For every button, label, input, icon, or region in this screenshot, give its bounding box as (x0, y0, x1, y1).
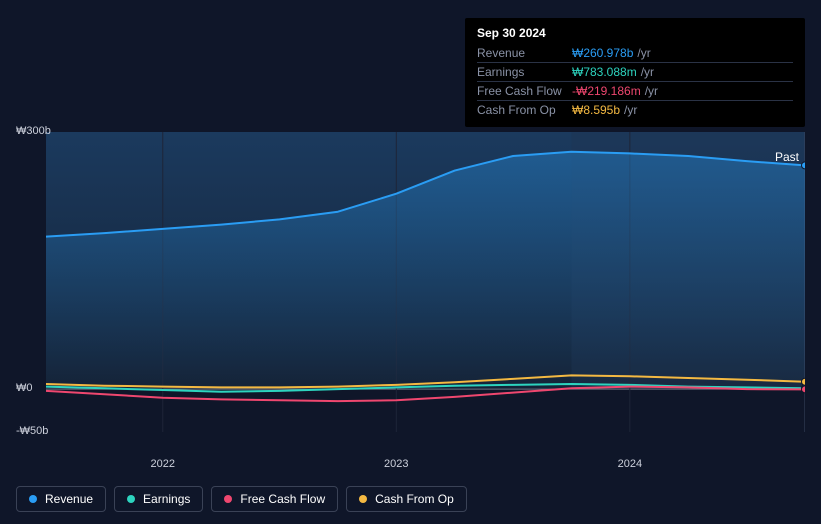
legend-label: Revenue (45, 492, 93, 506)
tooltip-row: Cash From Op₩8.595b/yr (477, 100, 793, 119)
y-axis-label: -₩50b (16, 425, 48, 437)
tooltip-row: Earnings₩783.088m/yr (477, 62, 793, 81)
legend-dot-icon (359, 495, 367, 503)
chart-svg (46, 132, 805, 432)
y-axis-label: ₩0 (16, 382, 33, 394)
tooltip-value: -₩219.186m (572, 84, 641, 98)
legend-item-cash-from-op[interactable]: Cash From Op (346, 486, 467, 512)
chart-area: Past ₩300b₩0-₩50b 202220232024 (16, 120, 805, 450)
tooltip-label: Cash From Op (477, 103, 572, 117)
tooltip-row: Free Cash Flow-₩219.186m/yr (477, 81, 793, 100)
tooltip-suffix: /yr (637, 46, 650, 60)
legend-item-earnings[interactable]: Earnings (114, 486, 203, 512)
tooltip-value: ₩8.595b (572, 103, 620, 117)
tooltip: Sep 30 2024 Revenue₩260.978b/yrEarnings₩… (465, 18, 805, 127)
legend-dot-icon (127, 495, 135, 503)
tooltip-label: Free Cash Flow (477, 84, 572, 98)
legend-dot-icon (224, 495, 232, 503)
tooltip-row: Revenue₩260.978b/yr (477, 44, 793, 62)
tooltip-suffix: /yr (624, 103, 637, 117)
y-axis-label: ₩300b (16, 125, 51, 137)
tooltip-suffix: /yr (645, 84, 658, 98)
x-axis-label: 2022 (151, 458, 175, 470)
legend-item-revenue[interactable]: Revenue (16, 486, 106, 512)
tooltip-suffix: /yr (641, 65, 654, 79)
legend: Revenue Earnings Free Cash Flow Cash From O… (16, 486, 467, 512)
tooltip-label: Earnings (477, 65, 572, 79)
x-axis-label: 2023 (384, 458, 408, 470)
tooltip-date: Sep 30 2024 (477, 26, 793, 44)
legend-item-free-cash-flow[interactable]: Free Cash Flow (211, 486, 338, 512)
tooltip-label: Revenue (477, 46, 572, 60)
legend-label: Earnings (143, 492, 190, 506)
tooltip-value: ₩783.088m (572, 65, 637, 79)
x-axis-label: 2024 (618, 458, 642, 470)
legend-label: Cash From Op (375, 492, 454, 506)
past-label: Past (775, 150, 799, 164)
legend-dot-icon (29, 495, 37, 503)
legend-label: Free Cash Flow (240, 492, 325, 506)
tooltip-value: ₩260.978b (572, 46, 633, 60)
